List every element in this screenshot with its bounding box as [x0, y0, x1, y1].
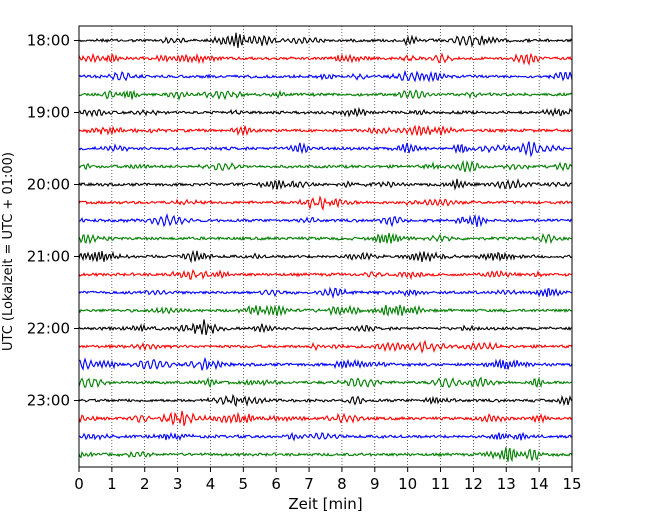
y-tick-label: 19:00	[27, 104, 70, 122]
trace-line	[78, 304, 573, 317]
trace-line	[78, 141, 573, 158]
x-tick-label: 2	[140, 475, 150, 493]
y-tick-label: 18:00	[27, 32, 70, 50]
x-tick-label: 14	[530, 475, 549, 493]
x-tick-label: 9	[370, 475, 380, 493]
x-axis-label: Zeit [min]	[288, 495, 362, 513]
trace-line	[78, 286, 573, 299]
y-tick-label: 21:00	[27, 248, 70, 266]
x-tick-label: 0	[74, 475, 84, 493]
x-tick-label: 1	[107, 475, 117, 493]
y-axis-label: UTC (Lokalzeit = UTC + 01:00)	[1, 152, 16, 351]
x-tick-label: 12	[464, 475, 483, 493]
x-tick-label: 5	[239, 475, 249, 493]
trace-line	[78, 232, 573, 245]
trace-line	[78, 319, 573, 336]
trace-line	[79, 106, 573, 118]
trace-line	[78, 52, 573, 66]
trace-line	[78, 393, 573, 408]
trace-line	[78, 124, 573, 137]
plot-frame	[78, 25, 573, 468]
trace-line	[78, 356, 573, 371]
trace-line	[78, 410, 573, 427]
trace-line	[78, 249, 573, 264]
x-tick-label: 4	[206, 475, 216, 493]
x-tick-label: 11	[431, 475, 450, 493]
trace-line	[78, 268, 573, 281]
y-tick-label: 23:00	[27, 392, 70, 410]
x-tick-label: 15	[562, 475, 581, 493]
trace-line	[78, 159, 573, 173]
trace-line	[78, 213, 573, 228]
y-tick-label: 22:00	[27, 320, 70, 338]
x-axis-ticks: 0 1 2 3 4 5 6 7 8 9 10 11 12 13 14 15	[74, 467, 582, 493]
trace-line	[78, 69, 573, 83]
x-tick-label: 6	[271, 475, 281, 493]
trace-line	[78, 178, 573, 191]
x-tick-label: 7	[304, 475, 314, 493]
trace-line	[78, 32, 573, 49]
x-tick-label: 8	[337, 475, 347, 493]
y-tick-label: 20:00	[27, 176, 70, 194]
x-tick-label: 3	[173, 475, 183, 493]
trace-line	[78, 431, 573, 442]
y-axis-ticks: 18:00 19:00 20:00 21:00 22:00 23:00	[27, 32, 79, 410]
seismogram-traces	[78, 32, 573, 463]
trace-line	[78, 447, 573, 463]
trace-line	[78, 339, 573, 354]
trace-line	[78, 195, 573, 211]
trace-line	[78, 376, 573, 389]
trace-line	[78, 89, 573, 102]
x-tick-label: 13	[497, 475, 516, 493]
x-tick-label: 10	[398, 475, 417, 493]
